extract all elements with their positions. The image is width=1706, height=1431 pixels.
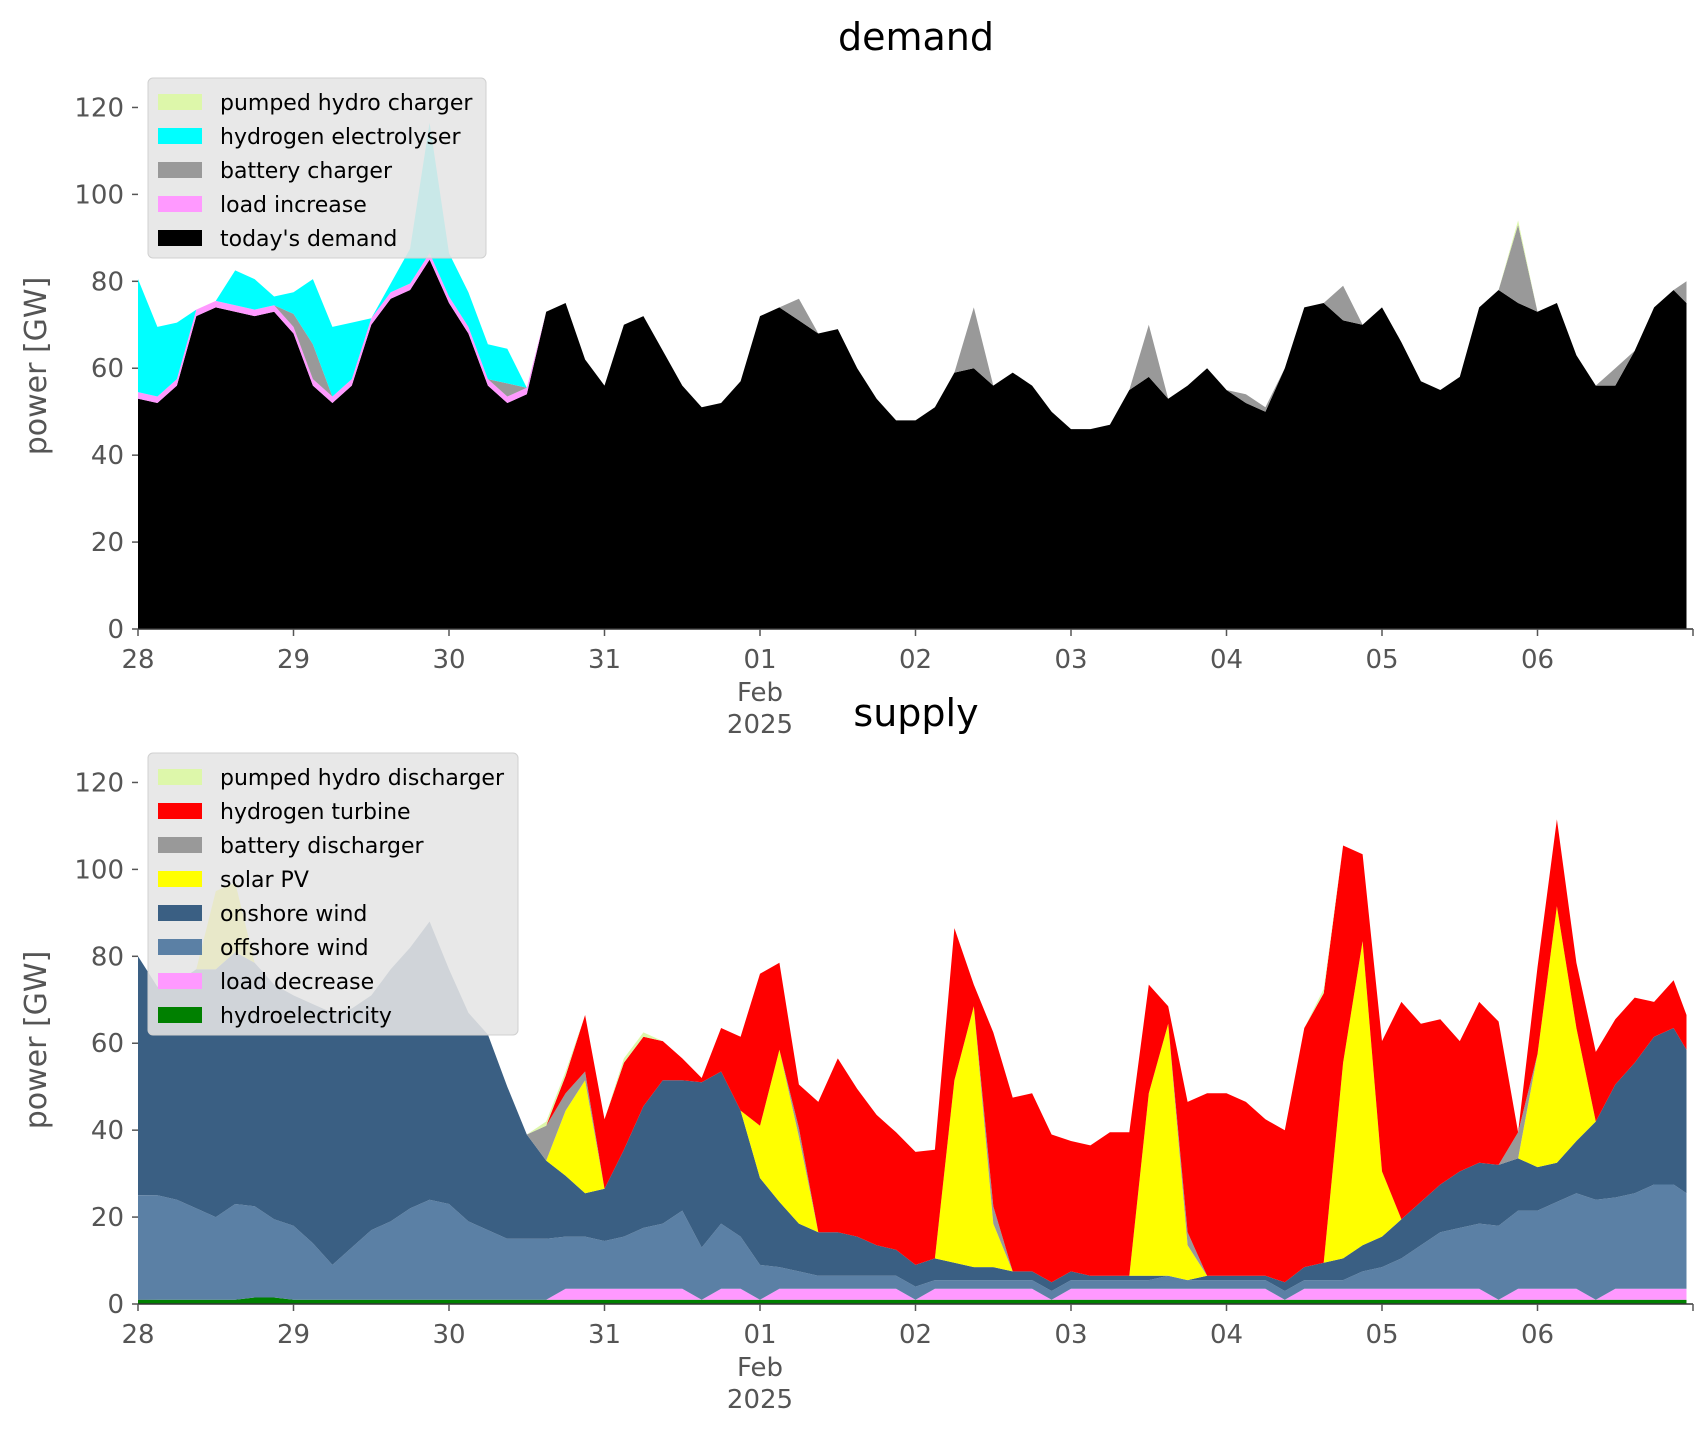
legend-entry-solar-pv: solar PV	[220, 868, 309, 893]
legend-swatch-hydrogen-electrolyser	[158, 128, 202, 144]
x-tick-label: 06	[1521, 1320, 1554, 1350]
legend-entry-hydrogen-turbine: hydrogen turbine	[220, 800, 411, 825]
x-tick-label: 30	[432, 645, 465, 675]
x-tick-label: 01	[743, 645, 776, 675]
y-tick-label: 60	[91, 354, 124, 384]
legend-box	[147, 752, 519, 1036]
y-axis-label: power [GW]	[19, 277, 54, 456]
x-date-sublabel: 2025	[727, 1385, 793, 1415]
x-tick-label: 03	[1054, 1320, 1087, 1350]
legend-entry-pumped-hydro-discharger: pumped hydro discharger	[220, 766, 505, 791]
x-date-sublabel: Feb	[737, 678, 783, 708]
legend-entry-hydroelectricity: hydroelectricity	[220, 1004, 392, 1029]
legend-swatch-battery-discharger	[158, 837, 202, 853]
area-hydroelectricity	[138, 1297, 1687, 1304]
y-axis-label: power [GW]	[19, 951, 54, 1130]
x-tick-label: 02	[899, 645, 932, 675]
y-tick-label: 40	[91, 441, 124, 471]
area-hydrogen-electrolyser	[138, 122, 1687, 430]
legend-entry-offshore-wind: offshore wind	[220, 936, 369, 961]
legend-entry-load-decrease: load decrease	[220, 970, 374, 995]
y-tick-label: 60	[91, 1029, 124, 1059]
chart-title: demand	[838, 15, 994, 59]
x-tick-label: 29	[277, 1320, 310, 1350]
chart-title: supply	[853, 691, 978, 735]
x-tick-label: 02	[899, 1320, 932, 1350]
legend-entry-onshore-wind: onshore wind	[220, 902, 367, 927]
legend-swatch-load-decrease	[158, 973, 202, 989]
x-tick-label: 31	[588, 645, 621, 675]
area-onshore-wind	[138, 921, 1687, 1291]
y-tick-label: 120	[74, 93, 124, 123]
supply-chart: supply 0 20 40 60 80 100 120 28 29 30 31 01 02 03 04 05…	[19, 691, 1694, 1415]
axes: 0 20 40 60 80 100 120 28 29 30 31 01 02 03 04 05 06 Feb20…	[74, 93, 1694, 740]
area-layers	[138, 122, 1687, 629]
area-offshore-wind	[138, 1184, 1687, 1300]
demand-chart: demand 0 20 40 60 80 100 120 28 29 30 31 01 02 03 04 05…	[19, 15, 1694, 740]
y-tick-label: 0	[107, 1290, 124, 1320]
x-tick-label: 05	[1365, 645, 1398, 675]
area-hydrogen-turbine	[138, 819, 1687, 1283]
legend-swatch-hydrogen-turbine	[158, 803, 202, 819]
x-date-sublabel: Feb	[737, 1353, 783, 1383]
x-tick-label: 05	[1365, 1320, 1398, 1350]
y-tick-label: 100	[74, 180, 124, 210]
legend-entry-today-s-demand: today's demand	[220, 227, 397, 252]
x-tick-label: 01	[743, 1320, 776, 1350]
legend-entry-battery-discharger: battery discharger	[220, 834, 425, 859]
legend-swatch-load-increase	[158, 196, 202, 212]
legend-entry-load-increase: load increase	[220, 193, 367, 218]
legend-swatch-solar-pv	[158, 871, 202, 887]
legend-box	[147, 77, 487, 259]
x-tick-label: 04	[1210, 645, 1243, 675]
x-tick-label: 31	[588, 1320, 621, 1350]
y-tick-label: 100	[74, 855, 124, 885]
legend: pumped hydro discharger hydrogen turbine b…	[147, 752, 519, 1036]
legend: pumped hydro charger hydrogen electrolyse…	[147, 77, 487, 259]
legend-entry-pumped-hydro-charger: pumped hydro charger	[220, 91, 473, 116]
x-tick-label: 28	[121, 1320, 154, 1350]
y-tick-label: 40	[91, 1116, 124, 1146]
legend-swatch-onshore-wind	[158, 905, 202, 921]
area-layers	[138, 819, 1687, 1304]
legend-swatch-offshore-wind	[158, 939, 202, 955]
y-tick-label: 80	[91, 942, 124, 972]
x-tick-label: 04	[1210, 1320, 1243, 1350]
y-tick-label: 20	[91, 528, 124, 558]
legend-swatch-hydroelectricity	[158, 1007, 202, 1023]
legend-swatch-battery-charger	[158, 162, 202, 178]
x-tick-label: 03	[1054, 645, 1087, 675]
area-today-s-demand	[138, 259, 1687, 629]
axes: 0 20 40 60 80 100 120 28 29 30 31 01 02 03 04 05 06 Feb20…	[74, 768, 1694, 1415]
y-tick-label: 120	[74, 768, 124, 798]
x-tick-label: 28	[121, 645, 154, 675]
y-tick-label: 0	[107, 615, 124, 645]
x-tick-label: 30	[432, 1320, 465, 1350]
legend-swatch-pumped-hydro-charger	[158, 94, 202, 110]
y-tick-label: 80	[91, 267, 124, 297]
x-date-sublabel: 2025	[727, 710, 793, 740]
legend-entry-battery-charger: battery charger	[220, 159, 393, 184]
y-tick-label: 20	[91, 1203, 124, 1233]
legend-swatch-today-s-demand	[158, 230, 202, 246]
legend-entry-hydrogen-electrolyser: hydrogen electrolyser	[220, 125, 461, 150]
legend-swatch-pumped-hydro-discharger	[158, 769, 202, 785]
x-tick-label: 06	[1521, 645, 1554, 675]
area-load-decrease	[138, 1288, 1687, 1300]
x-tick-label: 29	[277, 645, 310, 675]
